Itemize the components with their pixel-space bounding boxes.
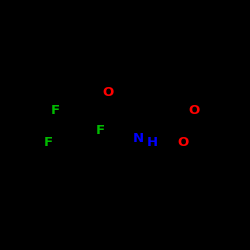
Text: F: F: [50, 104, 59, 117]
Text: O: O: [102, 86, 114, 100]
Text: F: F: [44, 136, 52, 149]
Text: F: F: [96, 124, 104, 136]
Text: O: O: [178, 136, 189, 149]
Text: O: O: [188, 104, 200, 117]
Text: N: N: [133, 132, 144, 144]
Text: H: H: [146, 136, 158, 149]
